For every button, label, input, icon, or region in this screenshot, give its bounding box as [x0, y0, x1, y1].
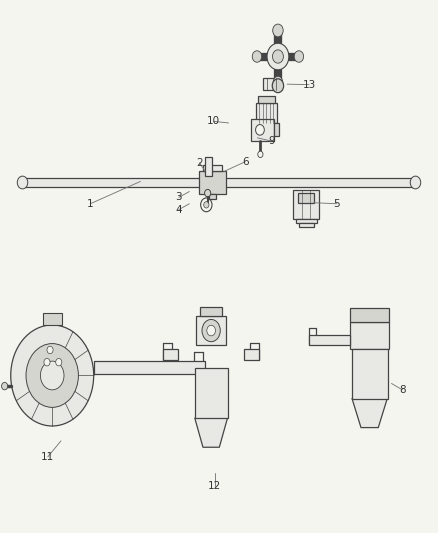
Polygon shape: [195, 418, 227, 447]
Bar: [94, 361, 205, 374]
Text: 5: 5: [334, 199, 340, 209]
Circle shape: [294, 51, 304, 62]
Bar: [256, 103, 277, 123]
Bar: [350, 322, 389, 349]
Bar: [205, 157, 212, 176]
Bar: [298, 192, 314, 203]
Bar: [350, 308, 389, 322]
Text: 2: 2: [196, 158, 203, 168]
Bar: [163, 349, 178, 360]
Bar: [22, 178, 416, 187]
Circle shape: [273, 25, 283, 37]
Circle shape: [205, 189, 211, 197]
Bar: [308, 335, 350, 345]
Bar: [203, 165, 222, 171]
Text: 11: 11: [41, 452, 54, 462]
Circle shape: [410, 176, 421, 189]
Bar: [293, 190, 319, 219]
Text: 13: 13: [302, 80, 315, 90]
Bar: [299, 223, 314, 227]
Text: 1: 1: [87, 199, 93, 209]
Bar: [195, 368, 227, 418]
Circle shape: [17, 176, 28, 189]
Circle shape: [272, 79, 284, 93]
Circle shape: [40, 361, 64, 390]
Circle shape: [47, 346, 53, 354]
Circle shape: [26, 344, 78, 407]
Circle shape: [252, 51, 261, 62]
Bar: [208, 193, 216, 199]
Circle shape: [258, 151, 263, 158]
Circle shape: [56, 359, 62, 366]
Circle shape: [272, 50, 283, 63]
Bar: [244, 349, 259, 360]
Circle shape: [273, 24, 283, 37]
Circle shape: [201, 198, 212, 212]
Bar: [201, 307, 222, 316]
Bar: [274, 124, 279, 136]
Circle shape: [273, 76, 283, 88]
Bar: [258, 96, 275, 103]
Circle shape: [202, 319, 220, 342]
Circle shape: [255, 125, 264, 135]
Text: 4: 4: [176, 205, 182, 215]
Bar: [263, 78, 280, 90]
Text: 3: 3: [176, 192, 182, 203]
Bar: [196, 316, 226, 345]
Circle shape: [207, 325, 215, 336]
Text: 12: 12: [208, 481, 221, 490]
Bar: [352, 349, 388, 399]
Circle shape: [267, 43, 289, 70]
Bar: [199, 171, 226, 193]
Text: 9: 9: [268, 136, 275, 146]
Bar: [42, 313, 62, 325]
Text: 8: 8: [399, 385, 406, 395]
Polygon shape: [352, 398, 387, 427]
Bar: [296, 219, 317, 223]
Circle shape: [11, 325, 94, 426]
Circle shape: [204, 201, 209, 208]
Text: 6: 6: [242, 157, 248, 167]
Text: 10: 10: [207, 116, 220, 126]
Circle shape: [44, 359, 50, 366]
Circle shape: [2, 382, 8, 390]
Bar: [251, 119, 274, 141]
